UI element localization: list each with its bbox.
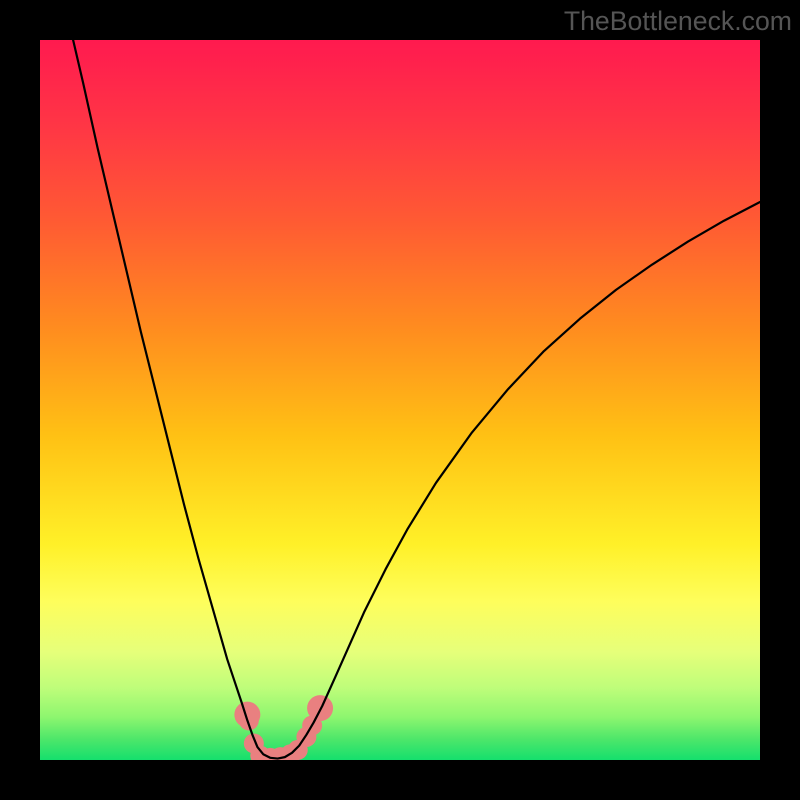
highlight-marker-end bbox=[234, 702, 260, 728]
watermark-text: TheBottleneck.com bbox=[564, 6, 792, 37]
chart-gradient-background bbox=[40, 40, 760, 760]
chart-canvas: TheBottleneck.com bbox=[0, 0, 800, 800]
chart-svg bbox=[0, 0, 800, 800]
